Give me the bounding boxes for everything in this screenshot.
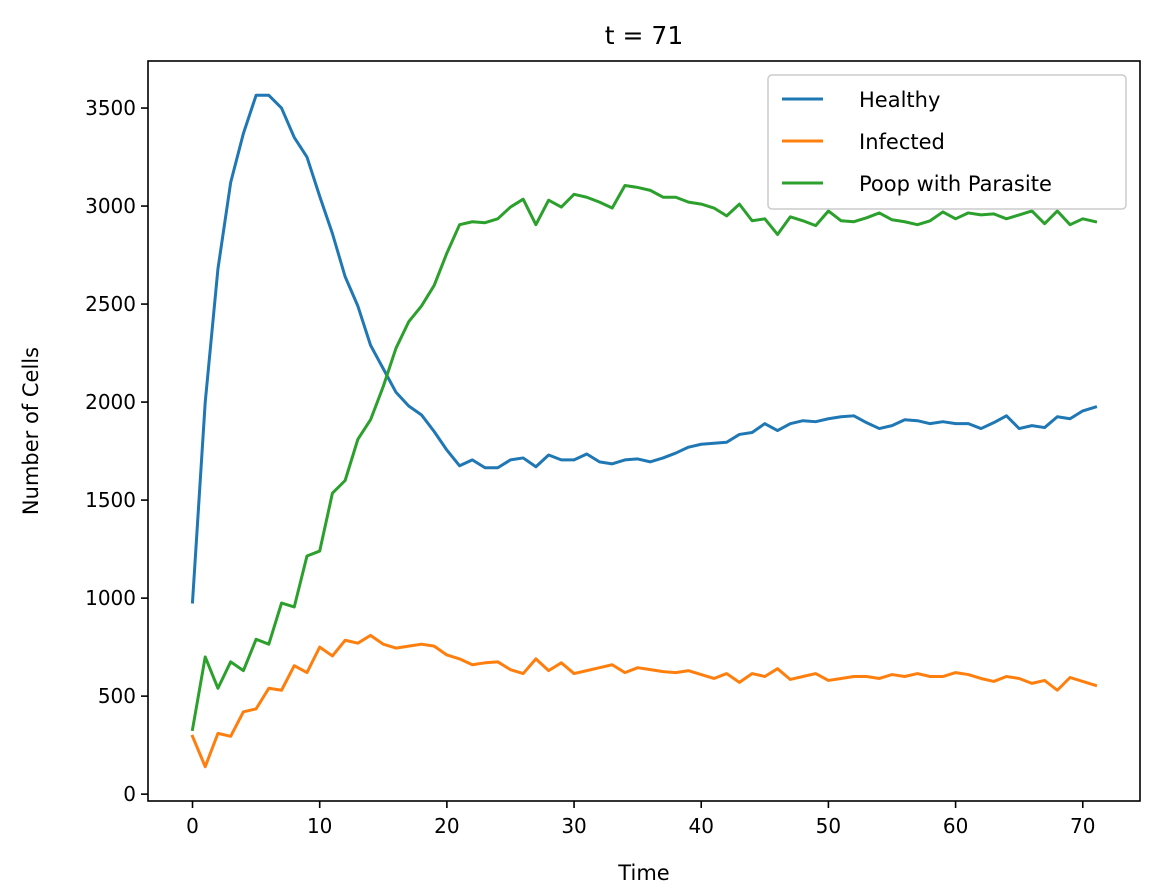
x-tick-label: 60 <box>943 814 968 838</box>
legend-box <box>767 74 1127 210</box>
x-tick-label: 50 <box>816 814 841 838</box>
series-line-2 <box>190 183 1098 732</box>
x-tick-label: 30 <box>561 814 586 838</box>
y-tick-label: 500 <box>98 684 136 708</box>
y-tick-label: 3000 <box>85 194 136 218</box>
y-tick-label: 1500 <box>85 488 136 512</box>
series-line-1 <box>190 633 1098 769</box>
y-tick-label: 3500 <box>85 96 136 120</box>
x-axis-label: Time <box>617 861 669 885</box>
y-tick-label: 2000 <box>85 390 136 414</box>
x-tick-label: 70 <box>1070 814 1095 838</box>
axes-layer: 0 10 20 30 40 50 60 70 0 500 1000 1500 2000 2500 3000 3… <box>85 60 1141 838</box>
legend-label-2: Poop with Parasite <box>859 172 1052 196</box>
series-line-0 <box>190 93 1098 604</box>
series-layer <box>190 93 1098 769</box>
x-tick-label: 10 <box>307 814 332 838</box>
plot-frame <box>147 60 1141 802</box>
x-tick-label: 0 <box>186 814 199 838</box>
x-tick-label: 40 <box>689 814 714 838</box>
y-tick-label: 1000 <box>85 586 136 610</box>
legend: Healthy Infected Poop with Parasite <box>767 74 1127 210</box>
y-tick-label: 0 <box>123 782 136 806</box>
legend-label-0: Healthy <box>859 88 940 112</box>
chart-title: t = 71 <box>605 21 683 50</box>
y-axis-label: Number of Cells <box>19 347 43 515</box>
x-tick-label: 20 <box>434 814 459 838</box>
y-tick-label: 2500 <box>85 292 136 316</box>
legend-label-1: Infected <box>859 130 945 154</box>
